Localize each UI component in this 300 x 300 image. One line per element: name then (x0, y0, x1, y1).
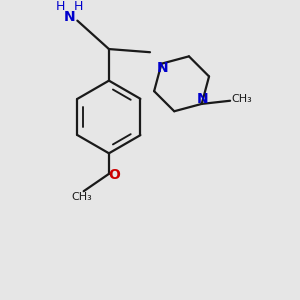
Text: CH₃: CH₃ (232, 94, 253, 104)
Text: N: N (156, 61, 168, 75)
Text: CH₃: CH₃ (72, 192, 92, 202)
Text: H: H (74, 0, 84, 13)
Text: N: N (64, 10, 75, 23)
Text: N: N (196, 92, 208, 106)
Text: O: O (109, 168, 121, 182)
Text: H: H (55, 0, 65, 13)
